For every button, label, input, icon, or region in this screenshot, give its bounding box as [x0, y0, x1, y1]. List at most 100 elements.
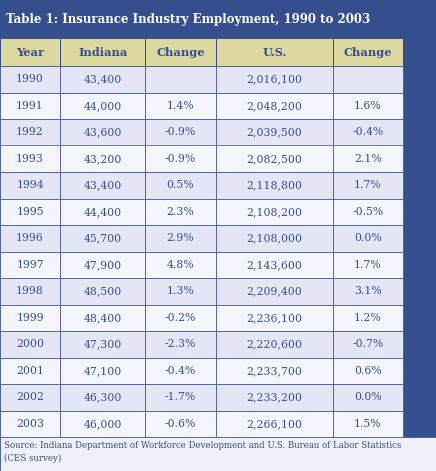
Bar: [60, 225, 145, 252]
Text: 3.1%: 3.1%: [354, 286, 382, 296]
Bar: [0, 119, 60, 146]
Bar: [216, 225, 333, 252]
Bar: [60, 146, 145, 172]
Bar: [0, 198, 60, 225]
Text: 44,000: 44,000: [84, 101, 122, 111]
Bar: [145, 146, 216, 172]
Text: 1997: 1997: [16, 260, 44, 270]
Text: 1.5%: 1.5%: [354, 419, 382, 429]
Bar: [0, 38, 60, 66]
Bar: [145, 252, 216, 278]
Text: Change: Change: [344, 47, 392, 57]
Text: 0.0%: 0.0%: [354, 392, 382, 402]
Text: 47,300: 47,300: [84, 339, 122, 349]
Bar: [0, 357, 60, 384]
Bar: [0, 66, 60, 92]
Bar: [145, 172, 216, 198]
Text: 2,220,600: 2,220,600: [246, 339, 302, 349]
Bar: [333, 92, 403, 119]
Text: U.S.: U.S.: [262, 47, 286, 57]
Text: 2,048,200: 2,048,200: [246, 101, 302, 111]
Text: 47,100: 47,100: [84, 366, 122, 376]
Bar: [145, 66, 216, 92]
Text: 1993: 1993: [16, 154, 44, 164]
Bar: [333, 198, 403, 225]
Bar: [145, 225, 216, 252]
Text: (CES survey): (CES survey): [4, 454, 61, 463]
Text: 1.7%: 1.7%: [354, 180, 382, 190]
Text: 4.8%: 4.8%: [167, 260, 194, 270]
Text: -0.2%: -0.2%: [165, 313, 196, 323]
Text: -0.5%: -0.5%: [352, 207, 384, 217]
Bar: [333, 119, 403, 146]
Text: 1.4%: 1.4%: [167, 101, 194, 111]
Text: 1.7%: 1.7%: [354, 260, 382, 270]
Bar: [333, 304, 403, 331]
Text: -2.3%: -2.3%: [165, 339, 196, 349]
Bar: [60, 252, 145, 278]
Bar: [60, 92, 145, 119]
Text: 0.0%: 0.0%: [354, 233, 382, 243]
Bar: [0, 0, 436, 38]
Bar: [145, 411, 216, 437]
Text: 1.2%: 1.2%: [354, 313, 382, 323]
Text: 2,236,100: 2,236,100: [246, 313, 302, 323]
Bar: [0, 278, 60, 304]
Bar: [0, 331, 60, 357]
Text: -0.9%: -0.9%: [165, 154, 196, 164]
Bar: [0, 384, 60, 411]
Bar: [216, 66, 333, 92]
Text: 48,400: 48,400: [84, 313, 122, 323]
Text: 1999: 1999: [16, 313, 44, 323]
Text: 46,300: 46,300: [83, 392, 122, 402]
Bar: [0, 146, 60, 172]
Text: -1.7%: -1.7%: [165, 392, 196, 402]
Text: 2.9%: 2.9%: [167, 233, 194, 243]
Bar: [216, 384, 333, 411]
Bar: [333, 38, 403, 66]
Bar: [60, 331, 145, 357]
Text: 1.6%: 1.6%: [354, 101, 382, 111]
Bar: [145, 331, 216, 357]
Text: -0.4%: -0.4%: [165, 366, 196, 376]
Bar: [333, 225, 403, 252]
Text: Indiana: Indiana: [78, 47, 127, 57]
Text: 0.5%: 0.5%: [167, 180, 194, 190]
Bar: [145, 119, 216, 146]
Bar: [333, 66, 403, 92]
Bar: [0, 92, 60, 119]
Bar: [333, 278, 403, 304]
Bar: [145, 198, 216, 225]
Bar: [333, 252, 403, 278]
Bar: [216, 252, 333, 278]
Text: 1998: 1998: [16, 286, 44, 296]
Text: 2,082,500: 2,082,500: [246, 154, 302, 164]
Bar: [216, 38, 333, 66]
Text: 2,016,100: 2,016,100: [246, 74, 302, 84]
Text: -0.9%: -0.9%: [165, 127, 196, 137]
Bar: [0, 252, 60, 278]
Text: 2.1%: 2.1%: [354, 154, 382, 164]
Bar: [145, 304, 216, 331]
Bar: [60, 304, 145, 331]
Text: Year: Year: [16, 47, 44, 57]
Bar: [216, 119, 333, 146]
Bar: [60, 411, 145, 437]
Bar: [60, 38, 145, 66]
Bar: [333, 357, 403, 384]
Text: 2,233,700: 2,233,700: [246, 366, 302, 376]
Bar: [60, 198, 145, 225]
Bar: [0, 304, 60, 331]
Bar: [60, 119, 145, 146]
Bar: [216, 304, 333, 331]
Bar: [216, 278, 333, 304]
Bar: [60, 172, 145, 198]
Text: 43,400: 43,400: [84, 74, 122, 84]
Bar: [333, 411, 403, 437]
Text: 2,108,200: 2,108,200: [246, 207, 302, 217]
Bar: [216, 331, 333, 357]
Text: 2,108,000: 2,108,000: [246, 233, 302, 243]
Bar: [145, 357, 216, 384]
Bar: [216, 172, 333, 198]
Bar: [145, 92, 216, 119]
